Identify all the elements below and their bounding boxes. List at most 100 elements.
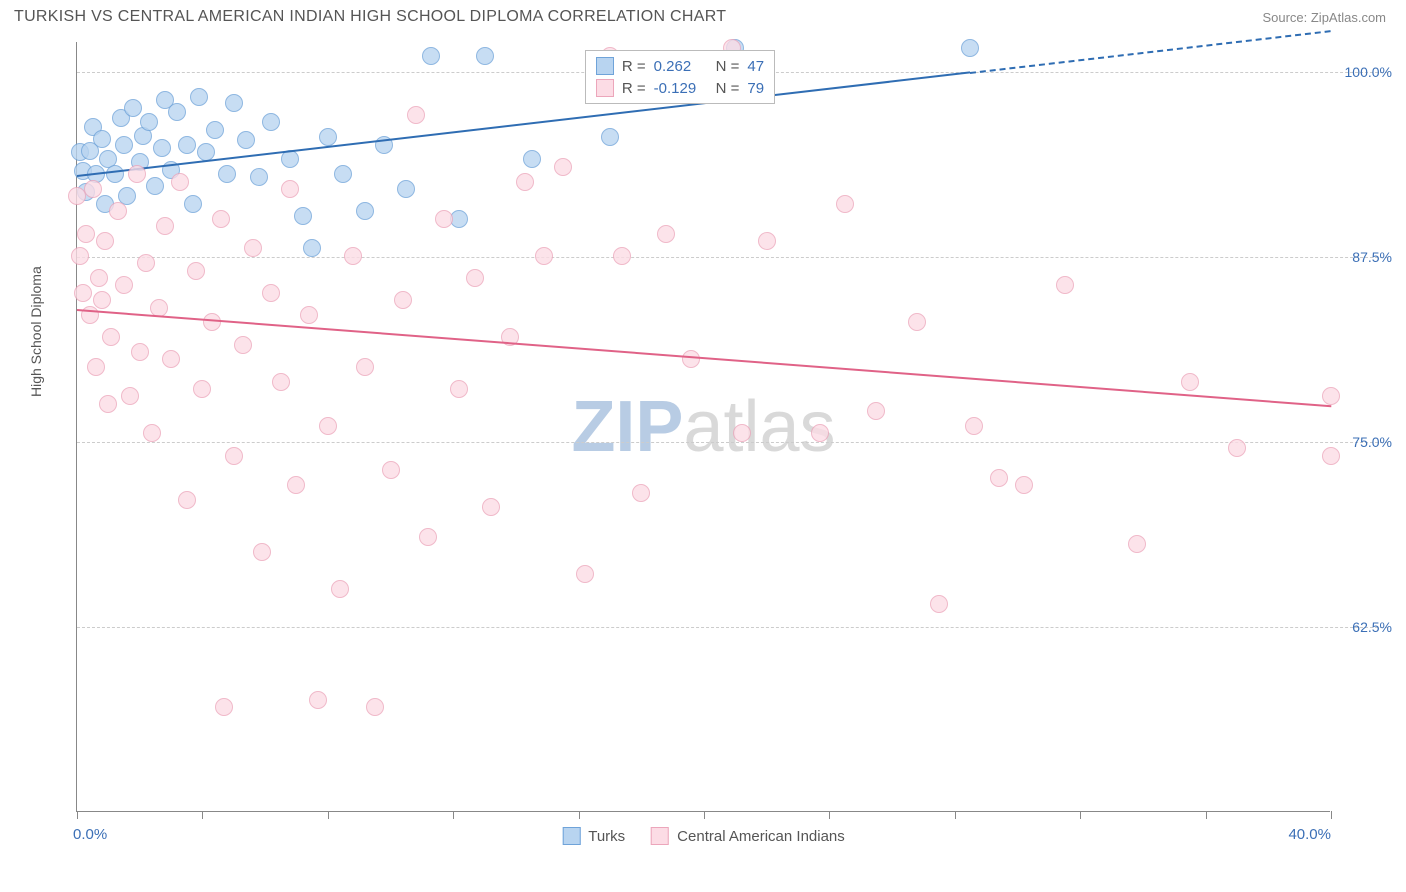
data-point [90, 269, 108, 287]
gridline [77, 627, 1388, 628]
data-point [250, 168, 268, 186]
data-point [272, 373, 290, 391]
data-point [601, 128, 619, 146]
x-tick [453, 811, 454, 819]
data-point [294, 207, 312, 225]
legend-n-label: N = [716, 58, 740, 75]
data-point [758, 232, 776, 250]
trend-line [77, 309, 1331, 407]
data-point [334, 165, 352, 183]
trend-line-extrapolation [970, 30, 1331, 74]
data-point [930, 595, 948, 613]
correlation-legend: R =0.262N =47R =-0.129N =79 [585, 50, 775, 104]
data-point [253, 543, 271, 561]
data-point [397, 180, 415, 198]
data-point [187, 262, 205, 280]
legend-row: R =-0.129N =79 [596, 77, 764, 99]
data-point [319, 417, 337, 435]
data-point [435, 210, 453, 228]
data-point [102, 328, 120, 346]
data-point [419, 528, 437, 546]
x-axis-label: 0.0% [73, 826, 107, 843]
data-point [184, 195, 202, 213]
data-point [287, 476, 305, 494]
data-point [203, 313, 221, 331]
data-point [331, 580, 349, 598]
data-point [84, 180, 102, 198]
series-legend-item: Central American Indians [651, 827, 845, 845]
data-point [143, 424, 161, 442]
data-point [225, 94, 243, 112]
gridline [77, 442, 1388, 443]
series-legend: Turks Central American Indians [562, 827, 845, 845]
data-point [908, 313, 926, 331]
data-point [237, 131, 255, 149]
data-point [523, 150, 541, 168]
data-point [115, 136, 133, 154]
data-point [168, 103, 186, 121]
x-axis-label: 40.0% [1288, 826, 1331, 843]
data-point [128, 165, 146, 183]
data-point [121, 387, 139, 405]
data-point [657, 225, 675, 243]
data-point [450, 210, 468, 228]
data-point [682, 350, 700, 368]
data-point [1322, 387, 1340, 405]
y-axis-label: High School Diploma [28, 266, 44, 397]
data-point [516, 173, 534, 191]
legend-n-value: 79 [747, 80, 764, 97]
data-point [77, 225, 95, 243]
data-point [632, 484, 650, 502]
data-point [171, 173, 189, 191]
data-point [115, 276, 133, 294]
data-point [613, 247, 631, 265]
gridline [77, 257, 1388, 258]
data-point [466, 269, 484, 287]
x-tick [1080, 811, 1081, 819]
data-point [218, 165, 236, 183]
data-point [319, 128, 337, 146]
x-tick [704, 811, 705, 819]
data-point [344, 247, 362, 265]
x-tick [955, 811, 956, 819]
data-point [93, 291, 111, 309]
data-point [146, 177, 164, 195]
watermark: ZIPatlas [571, 386, 835, 468]
data-point [407, 106, 425, 124]
data-point [131, 343, 149, 361]
data-point [422, 47, 440, 65]
x-tick [328, 811, 329, 819]
data-point [300, 306, 318, 324]
data-point [990, 469, 1008, 487]
chart-area: High School Diploma ZIPatlas 100.0%87.5%… [40, 42, 1390, 852]
series-legend-item: Turks [562, 827, 625, 845]
data-point [1228, 439, 1246, 457]
data-point [87, 358, 105, 376]
data-point [733, 424, 751, 442]
legend-n-label: N = [716, 80, 740, 97]
data-point [1128, 535, 1146, 553]
legend-r-value: 0.262 [654, 58, 708, 75]
data-point [554, 158, 572, 176]
data-point [262, 284, 280, 302]
legend-r-label: R = [622, 58, 646, 75]
chart-title: TURKISH VS CENTRAL AMERICAN INDIAN HIGH … [14, 8, 726, 26]
y-tick-label: 62.5% [1352, 619, 1392, 635]
data-point [178, 491, 196, 509]
data-point [482, 498, 500, 516]
data-point [71, 247, 89, 265]
data-point [93, 130, 111, 148]
data-point [74, 284, 92, 302]
data-point [244, 239, 262, 257]
data-point [281, 150, 299, 168]
series-name: Central American Indians [677, 828, 845, 845]
legend-r-value: -0.129 [654, 80, 708, 97]
data-point [303, 239, 321, 257]
legend-swatch [596, 79, 614, 97]
data-point [1322, 447, 1340, 465]
data-point [140, 113, 158, 131]
y-tick-label: 100.0% [1345, 64, 1392, 80]
data-point [109, 202, 127, 220]
data-point [356, 358, 374, 376]
chart-source: Source: ZipAtlas.com [1262, 10, 1386, 25]
